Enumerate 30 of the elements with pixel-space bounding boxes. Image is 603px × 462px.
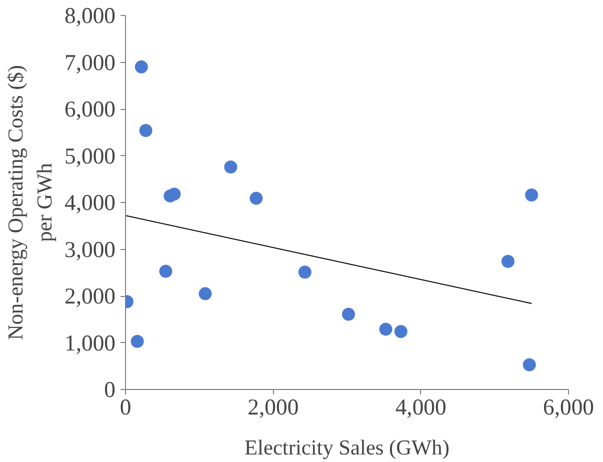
point bbox=[134, 60, 148, 74]
point bbox=[250, 192, 263, 205]
y-tick-label: 6,000 bbox=[64, 96, 116, 122]
point bbox=[342, 308, 355, 321]
y-tick-label: 5,000 bbox=[64, 143, 116, 168]
point bbox=[501, 254, 514, 268]
y-tick-label: 1,000 bbox=[64, 330, 116, 356]
point bbox=[224, 160, 238, 174]
x-axis-title: Electricity Sales (GWh) bbox=[244, 436, 450, 460]
point bbox=[522, 358, 536, 372]
y-tick-label: 7,000 bbox=[64, 50, 116, 75]
point bbox=[394, 325, 408, 338]
y-axis-title: Non-energy Operating Costs ($) per GWh bbox=[4, 64, 57, 340]
point bbox=[159, 264, 172, 278]
y-tick-label: 3,000 bbox=[64, 236, 116, 262]
x-tick-label: 2,000 bbox=[248, 394, 299, 420]
x-tick-label: 6,000 bbox=[543, 394, 594, 420]
point bbox=[168, 188, 181, 201]
point bbox=[525, 188, 538, 202]
y-tick-label: 4,000 bbox=[64, 190, 116, 215]
x-tick-label: 4,000 bbox=[395, 394, 446, 420]
point bbox=[130, 334, 144, 348]
y-tick-label: 0 bbox=[104, 377, 116, 402]
point bbox=[379, 322, 392, 336]
y-tick-label: 2,000 bbox=[64, 284, 116, 308]
y-tick-label: 8,000 bbox=[64, 3, 116, 28]
point bbox=[198, 287, 212, 300]
x-tick-label: 0 bbox=[120, 394, 132, 420]
point bbox=[139, 124, 152, 137]
point bbox=[298, 266, 312, 279]
